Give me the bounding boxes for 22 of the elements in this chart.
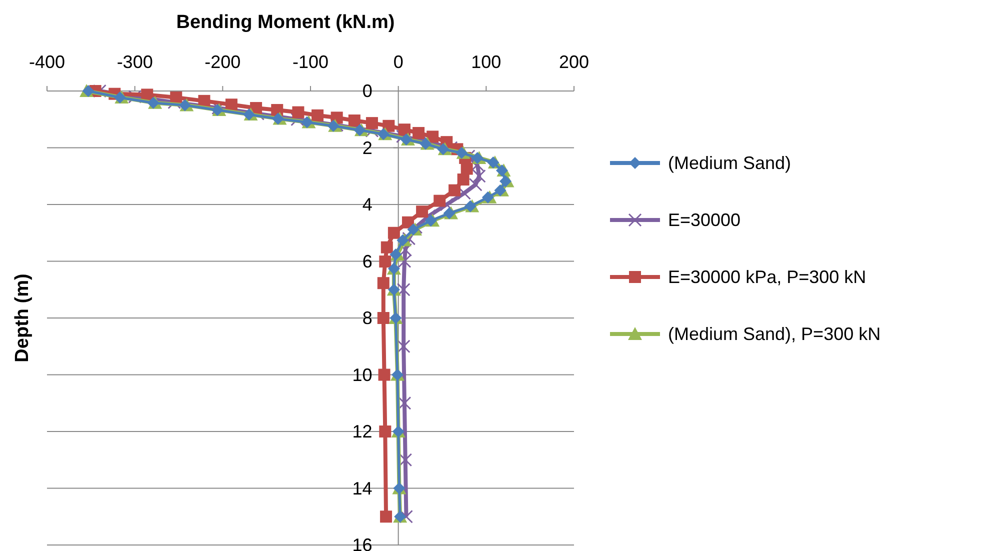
legend-label: (Medium Sand) — [668, 153, 792, 173]
x-tick-label: -400 — [28, 52, 66, 72]
y-tick-label: 14 — [352, 478, 372, 498]
y-tick-label: 12 — [352, 422, 372, 442]
legend-label: E=30000 — [668, 210, 741, 230]
legend-label: E=30000 kPa, P=300 kN — [668, 267, 866, 287]
y-tick-label: 2 — [362, 138, 372, 158]
y-tick-label: 8 — [362, 308, 372, 328]
y-tick-label: 10 — [352, 364, 372, 385]
y-tick-label: 16 — [352, 535, 372, 551]
x-tick-label: 100 — [471, 52, 502, 72]
y-tick-label: 0 — [362, 81, 372, 101]
y-tick-label: 4 — [362, 194, 372, 214]
x-tick-label: -300 — [116, 52, 153, 72]
x-axis-title: Bending Moment (kN.m) — [176, 12, 395, 33]
x-tick-label: -200 — [204, 52, 241, 72]
legend-label: (Medium Sand), P=300 kN — [668, 324, 881, 344]
y-tick-label: 6 — [362, 251, 372, 272]
x-tick-label: -100 — [292, 52, 329, 72]
y-axis-title: Depth (m) — [12, 274, 33, 362]
x-tick-label: 0 — [393, 52, 404, 72]
x-tick-label: 200 — [558, 52, 590, 72]
